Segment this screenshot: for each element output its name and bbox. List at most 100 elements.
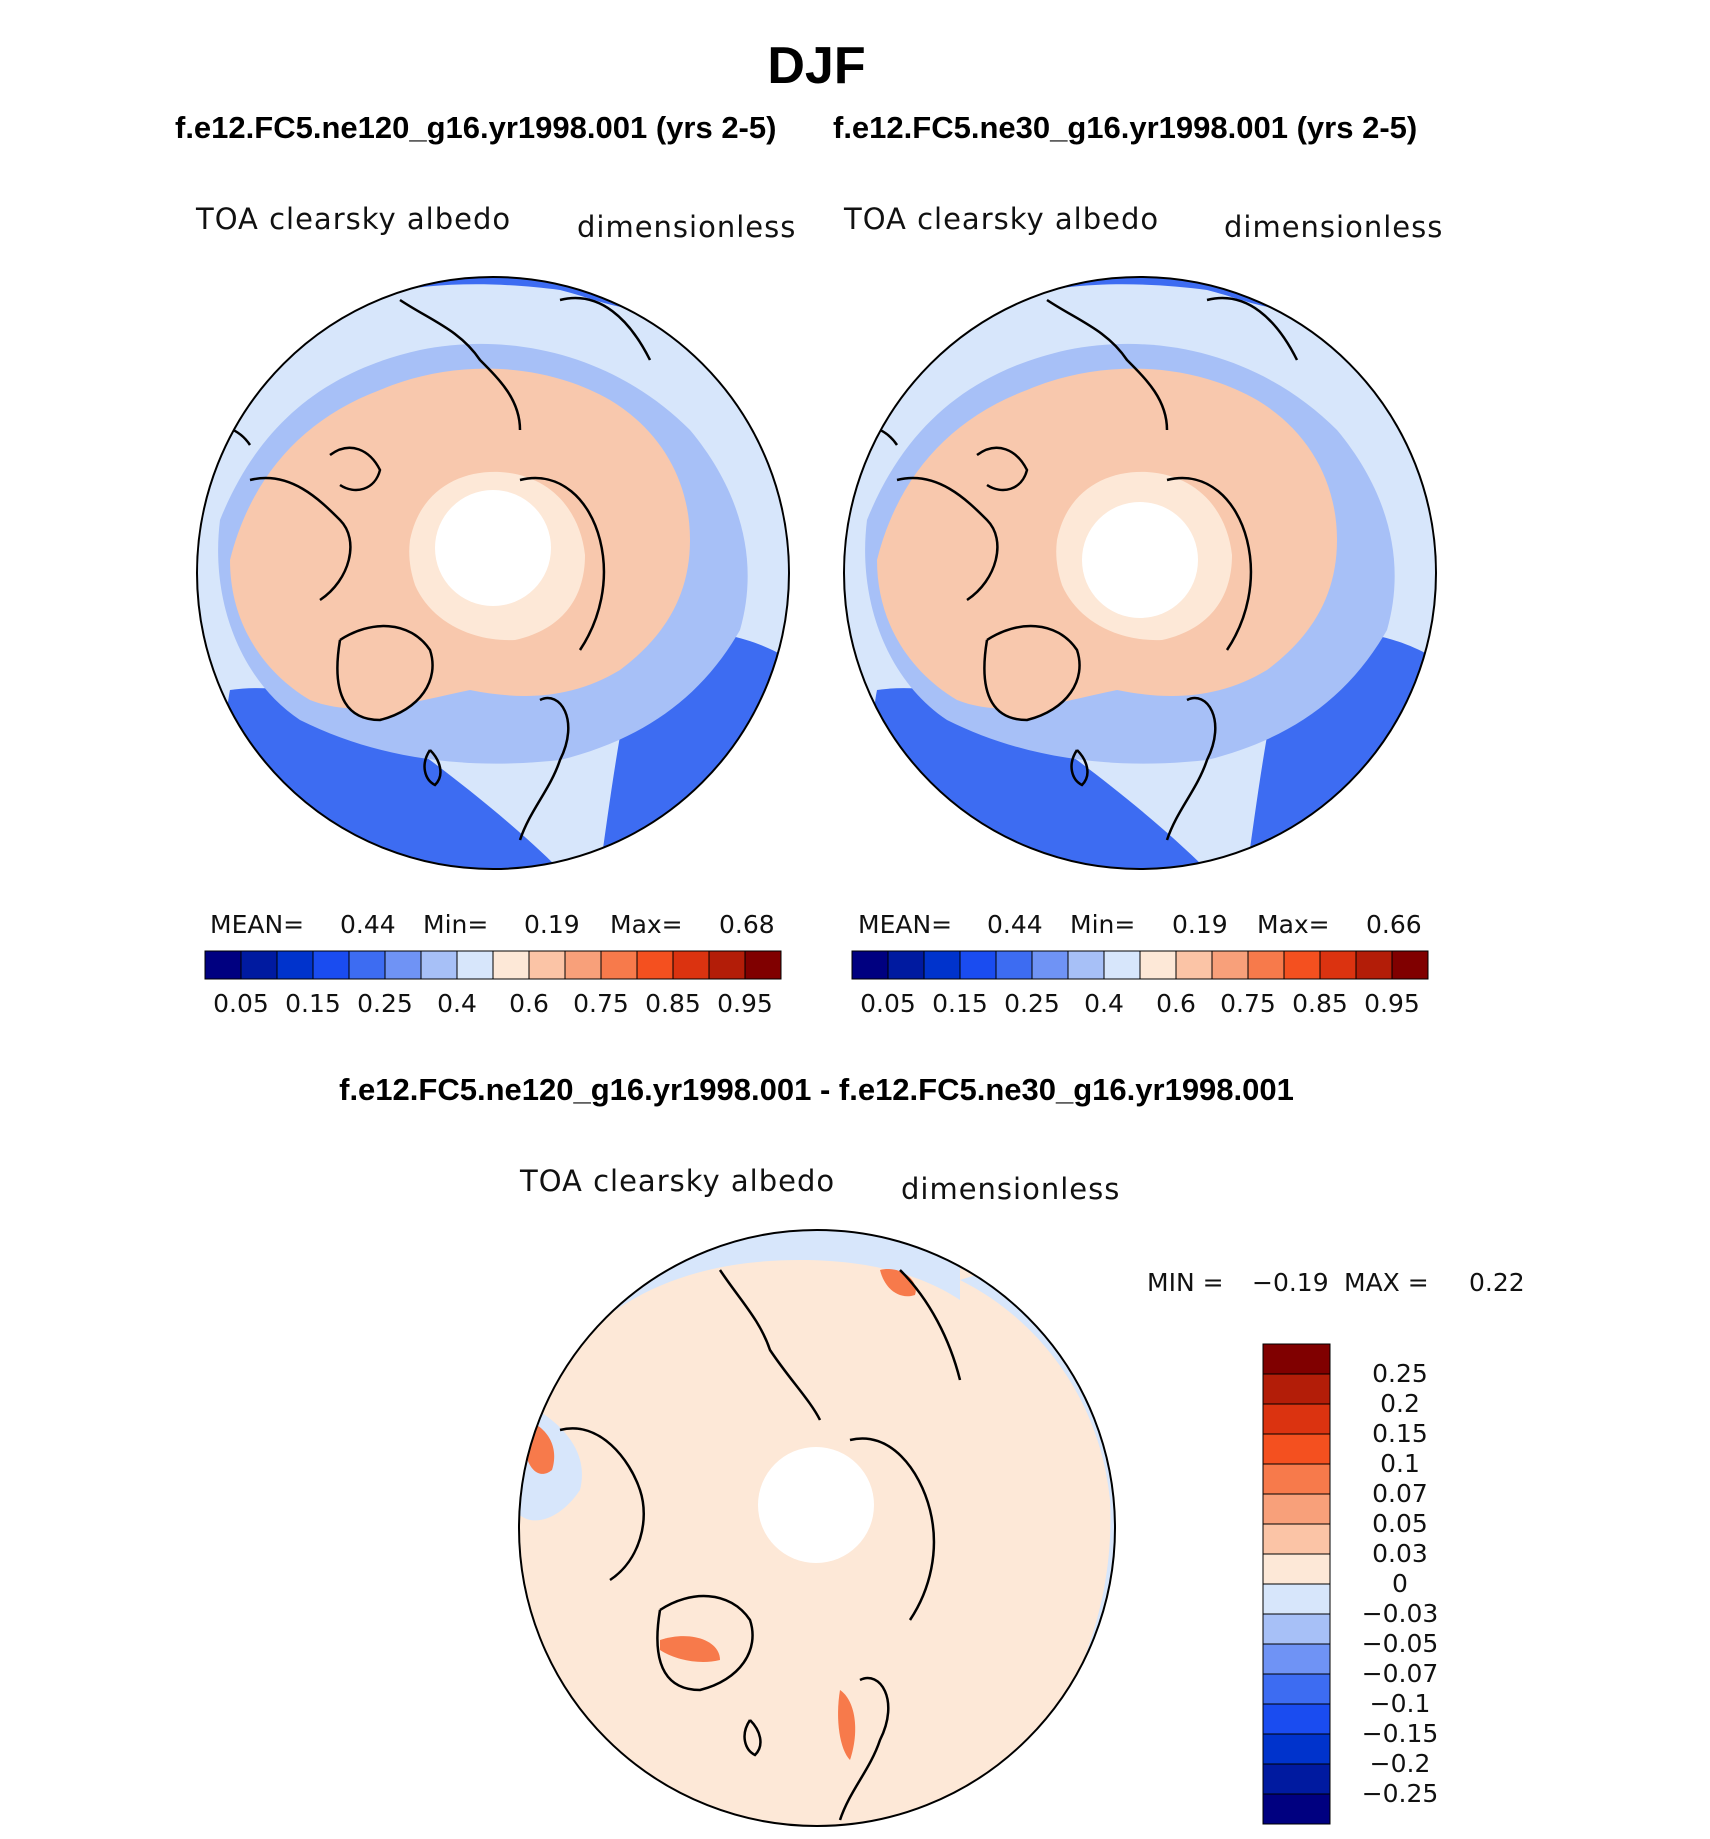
diff-colorbar-segment — [1262, 1703, 1331, 1735]
diff-colorbar-tick-label: 0.2 — [1380, 1389, 1420, 1418]
panel1-case-title: f.e12.FC5.ne120_g16.yr1998.001 (yrs 2-5) — [175, 110, 777, 145]
panel2-colorbar-segment — [923, 950, 961, 980]
diff-positive-norway — [838, 1690, 856, 1760]
panel2-min-value: 0.19 — [1172, 910, 1228, 939]
panel2-min-label: Min= — [1070, 910, 1136, 939]
diff-colorbar-segment — [1262, 1373, 1331, 1405]
diff-colorbar-tick-label: 0 — [1392, 1569, 1408, 1598]
panel2-map-border — [843, 276, 1437, 870]
panel1-mean-label: MEAN= — [210, 910, 305, 939]
panel2-colorbar-segment — [1175, 950, 1213, 980]
diff-max-value: 0.22 — [1469, 1268, 1525, 1297]
panel1-variable-label: TOA clearsky albedo — [196, 202, 512, 236]
panel2-colorbar-tick-label: 0.6 — [1156, 989, 1196, 1018]
panel2-colorbar-segment — [1139, 950, 1177, 980]
diff-colorbar-tick-label: 0.15 — [1372, 1419, 1428, 1448]
panel1-pole-hole — [435, 490, 551, 606]
diff-colorbar — [1262, 1343, 1331, 1825]
panel1-colorbar-segment — [528, 950, 566, 980]
panel2-colorbar-segment — [959, 950, 997, 980]
panel1-colorbar-segment — [312, 950, 350, 980]
panel2-polar-map — [844, 277, 1436, 869]
panel2-max-value: 0.66 — [1366, 910, 1422, 939]
panel2-mean-value: 0.44 — [987, 910, 1043, 939]
panel2-colorbar-tick-label: 0.95 — [1364, 989, 1420, 1018]
diff-colorbar-tick-label: −0.07 — [1361, 1659, 1439, 1688]
panel2-greenland — [984, 626, 1080, 720]
panel1-colorbar-segment — [276, 950, 314, 980]
panel2-units-label: dimensionless — [1224, 210, 1444, 244]
panel1-mean-value: 0.44 — [340, 910, 396, 939]
panel1-colorbar-segment — [600, 950, 638, 980]
panel2-colorbar-tick-label: 0.25 — [1004, 989, 1060, 1018]
panel1-polar-map — [197, 277, 789, 869]
panel1-colorbar-tick-label: 0.85 — [645, 989, 701, 1018]
panel1-colorbar-segment — [636, 950, 674, 980]
panel1-colorbar-tick-label: 0.6 — [509, 989, 549, 1018]
diff-positive-greenland-rim — [660, 1636, 720, 1662]
diff-colorbar-tick-label: 0.1 — [1380, 1449, 1420, 1478]
panel2-colorbar-segment — [1247, 950, 1285, 980]
panel1-colorbar-segment — [456, 950, 494, 980]
diff-min-value: −0.19 — [1252, 1268, 1329, 1297]
panel1-colorbar-tick-label: 0.4 — [437, 989, 477, 1018]
panel1-coastlines — [199, 296, 652, 841]
panel2-colorbar-segment — [887, 950, 925, 980]
diff-colorbar-segment — [1262, 1613, 1331, 1645]
diff-colorbar-segment — [1262, 1583, 1331, 1615]
diff-map-border — [518, 1229, 1116, 1827]
diff-colorbar-tick-label: −0.2 — [1369, 1749, 1431, 1778]
panel2-colorbar-segment — [1211, 950, 1249, 980]
diff-colorbar-tick-label: 0.05 — [1372, 1509, 1428, 1538]
panel2-colorbar-tick-label: 0.85 — [1292, 989, 1348, 1018]
diff-colorbar-tick-label: −0.25 — [1361, 1779, 1439, 1808]
panel1-colorbar-segment — [240, 950, 278, 980]
panel1-min-label: Min= — [423, 910, 489, 939]
panel2-colorbar-tick-label: 0.15 — [932, 989, 988, 1018]
panel1-colorbar-tick-label: 0.95 — [717, 989, 773, 1018]
panel1-max-label: Max= — [610, 910, 683, 939]
panel2-colorbar-tick-label: 0.05 — [860, 989, 916, 1018]
panel2-colorbar — [851, 950, 1429, 980]
panel1-colorbar-segment — [348, 950, 386, 980]
diff-title: f.e12.FC5.ne120_g16.yr1998.001 - f.e12.F… — [339, 1072, 1294, 1107]
diff-colorbar-segment — [1262, 1733, 1331, 1765]
diff-colorbar-segment — [1262, 1553, 1331, 1585]
diff-colorbar-segment — [1262, 1343, 1331, 1375]
panel2-colorbar-tick-label: 0.4 — [1084, 989, 1124, 1018]
panel1-greenland — [337, 626, 433, 720]
panel1-min-value: 0.19 — [524, 910, 580, 939]
panel2-mean-label: MEAN= — [858, 910, 953, 939]
panel2-max-label: Max= — [1257, 910, 1330, 939]
panel1-colorbar-tick-label: 0.15 — [285, 989, 341, 1018]
panel1-colorbar-tick-label: 0.05 — [213, 989, 269, 1018]
panel1-colorbar-segment — [384, 950, 422, 980]
panel2-coastlines — [846, 296, 1299, 841]
diff-colorbar-segment — [1262, 1403, 1331, 1435]
panel2-colorbar-segment — [1391, 950, 1429, 980]
panel1-colorbar-segment — [672, 950, 710, 980]
diff-colorbar-tick-label: 0.07 — [1372, 1479, 1428, 1508]
diff-colorbar-segment — [1262, 1643, 1331, 1675]
diff-colorbar-segment — [1262, 1523, 1331, 1555]
diff-min-label: MIN = — [1147, 1268, 1224, 1297]
panel2-colorbar-segment — [1067, 950, 1105, 980]
panel2-north-america — [881, 551, 952, 607]
diff-colorbar-tick-label: −0.03 — [1361, 1599, 1439, 1628]
panel1-colorbar-segment — [204, 950, 242, 980]
diff-pole-hole — [758, 1447, 874, 1563]
diff-units-label: dimensionless — [901, 1172, 1121, 1206]
diff-colorbar-segment — [1262, 1433, 1331, 1465]
diff-colorbar-segment — [1262, 1763, 1331, 1795]
diff-colorbar-tick-label: 0.03 — [1372, 1539, 1428, 1568]
diff-colorbar-tick-label: −0.15 — [1361, 1719, 1439, 1748]
panel2-colorbar-segment — [995, 950, 1033, 980]
panel2-colorbar-segment — [851, 950, 889, 980]
panel2-colorbar-segment — [1031, 950, 1069, 980]
panel1-colorbar-tick-label: 0.75 — [573, 989, 629, 1018]
panel2-colorbar-segment — [1319, 950, 1357, 980]
diff-colorbar-segment — [1262, 1793, 1331, 1825]
panel2-colorbar-segment — [1355, 950, 1393, 980]
panel1-units-label: dimensionless — [577, 210, 797, 244]
